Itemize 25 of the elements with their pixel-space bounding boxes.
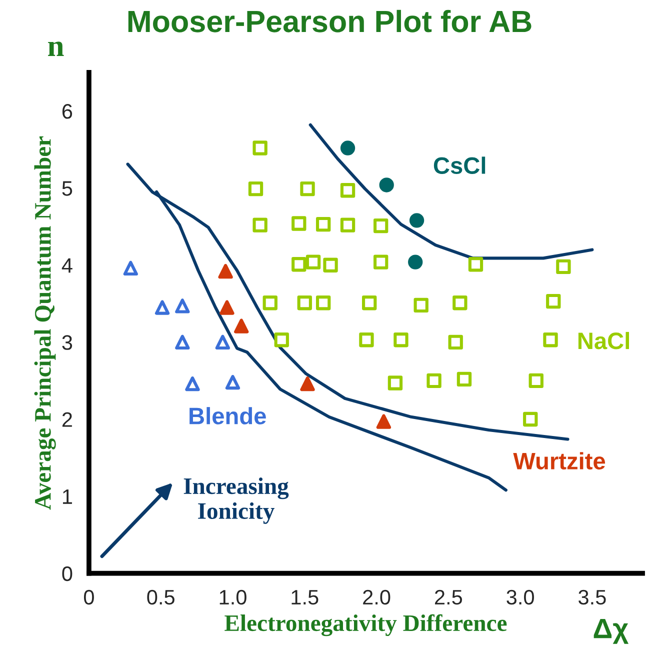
series-label: CsCl (434, 156, 486, 174)
x-tick-label: 0.5 (147, 590, 174, 605)
x-tick-label: 1.0 (220, 590, 246, 605)
y-tick-label: 0 (62, 566, 72, 582)
chart-title: Mooser-Pearson Plot for AB (128, 10, 532, 32)
x-tick-label: 3.5 (578, 590, 606, 605)
y-tick-label: 4 (62, 258, 72, 273)
x-tick-label: 2.0 (363, 590, 390, 605)
text: n (48, 42, 64, 56)
y-tick-label: 3 (62, 335, 72, 350)
x-tick-label: 1.5 (292, 590, 318, 605)
text: Wurtzite (513, 452, 606, 470)
series-label: Blende (190, 407, 266, 424)
y-axis-title: Average Principal Quantum Number (34, 136, 56, 510)
y-tick-label: 5 (62, 181, 72, 196)
annotation: Increasing Ionicity (184, 478, 289, 524)
y-tick-label: 2 (62, 412, 72, 427)
y-tick-label: 1 (62, 489, 72, 504)
x-tick-label: 3.0 (506, 590, 534, 605)
x-axis-title: Electronegativity Difference (224, 614, 507, 636)
x-tick-label: 0 (84, 590, 94, 605)
y-tick-label: 6 (62, 104, 72, 119)
x-tick-label: 2.5 (434, 590, 462, 605)
series-label: NaCl (578, 332, 629, 350)
text: Δχ (594, 619, 629, 644)
